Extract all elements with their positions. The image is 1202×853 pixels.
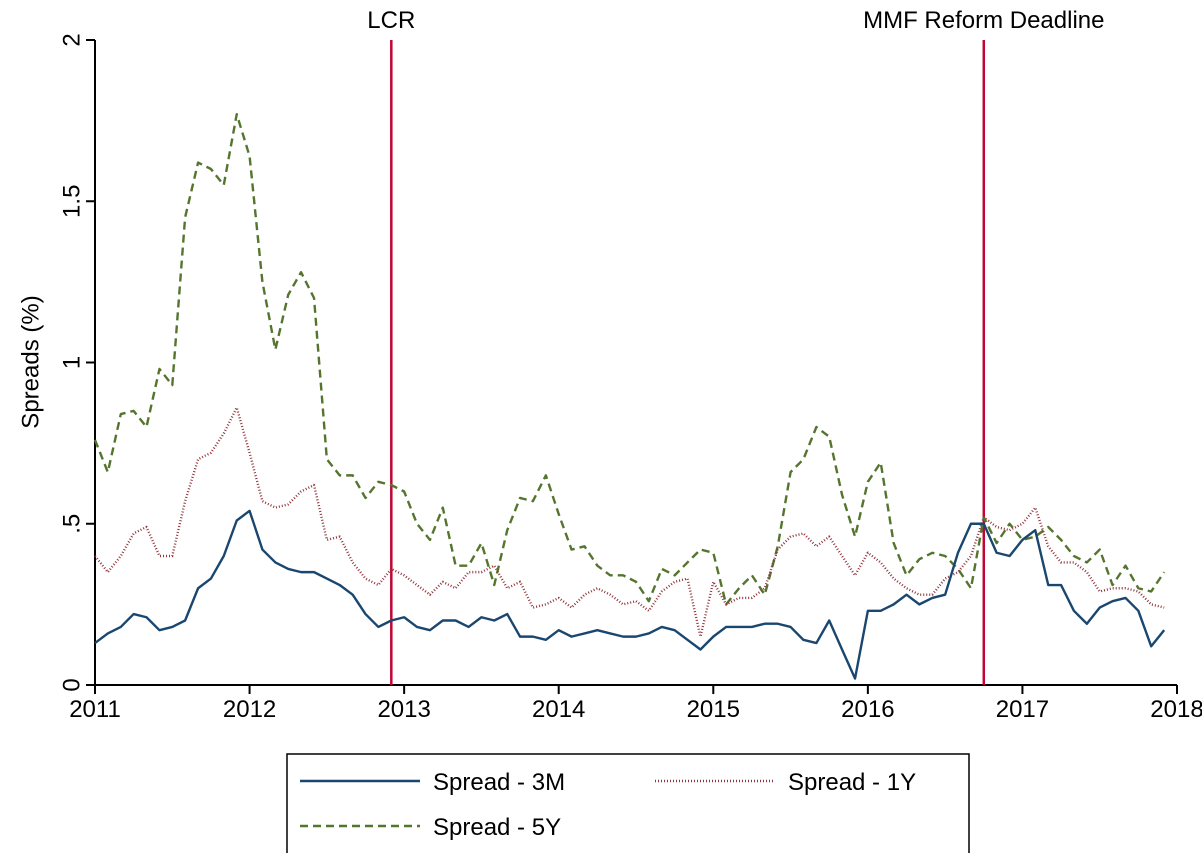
legend-label: Spread - 5Y — [433, 814, 561, 841]
y-tick-label: 0 — [58, 678, 85, 691]
event-label: MMF Reform Deadline — [863, 7, 1104, 34]
x-tick-label: 2015 — [687, 696, 740, 723]
y-tick-label: 2 — [58, 33, 85, 46]
legend-label: Spread - 3M — [433, 769, 565, 796]
x-tick-label: 2016 — [841, 696, 894, 723]
x-tick-label: 2011 — [69, 696, 121, 723]
x-tick-label: 2018 — [1150, 696, 1202, 723]
event-label: LCR — [367, 7, 415, 34]
x-tick-label: 2017 — [996, 696, 1049, 723]
x-tick-label: 2014 — [532, 696, 585, 723]
y-tick-label: .5 — [58, 514, 85, 534]
y-tick-label: 1.5 — [58, 185, 85, 218]
y-axis-label: Spreads (%) — [17, 295, 44, 428]
legend-label: Spread - 1Y — [788, 769, 916, 796]
x-tick-label: 2012 — [223, 696, 276, 723]
series-line — [94, 406, 1165, 638]
legend-box — [286, 753, 970, 853]
series-line — [93, 112, 1166, 606]
x-tick-label: 2013 — [377, 696, 430, 723]
series-line — [94, 509, 1166, 680]
y-tick-label: 1 — [58, 356, 85, 369]
